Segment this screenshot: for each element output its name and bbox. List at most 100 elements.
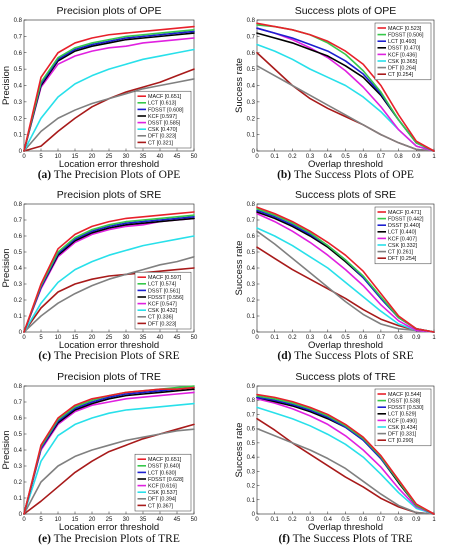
x-tick-label: 45	[174, 335, 181, 341]
caption-text: The Success Plots of SRE	[294, 350, 413, 362]
legend-entry: FDSST [0.556]	[148, 295, 184, 301]
series-line	[23, 78, 195, 152]
y-axis-label: Success rate	[234, 241, 245, 296]
legend-entry: CSK [0.365]	[388, 59, 418, 65]
figure-caption: (c) The Precision Plots of SRE	[38, 350, 179, 362]
y-tick-label: 0.6	[14, 234, 23, 240]
caption-text: The Success Plots of OPE	[294, 169, 414, 181]
x-tick-label: 0	[22, 335, 26, 341]
figure-caption: (f) The Success Plots of TRE	[278, 533, 412, 545]
x-tick-label: 0.7	[377, 154, 386, 160]
y-tick-label: 0.4	[247, 266, 256, 272]
legend-box	[374, 206, 432, 265]
caption-label: (d)	[277, 350, 291, 362]
legend-box	[134, 271, 192, 330]
x-axis-label: Overlap threshold	[308, 159, 383, 170]
x-tick-label: 50	[191, 154, 198, 160]
legend-entry: CT [0.336]	[148, 315, 174, 321]
chart-title: Success plots of SRE	[295, 189, 396, 201]
y-tick-label: 0.4	[247, 84, 256, 90]
x-tick-label: 10	[55, 154, 62, 160]
y-tick-label: 0.6	[247, 51, 256, 57]
series-line	[23, 30, 195, 152]
caption-label: (b)	[277, 169, 291, 181]
series-line	[256, 22, 435, 152]
x-tick-label: 0.3	[306, 154, 315, 160]
series-line	[256, 65, 435, 152]
x-tick-label: 25	[106, 154, 113, 160]
x-tick-label: 0.5	[341, 335, 350, 341]
y-tick-label: 0.4	[14, 266, 23, 272]
series-line	[256, 206, 435, 333]
series-line	[256, 393, 435, 515]
chart-title: Precision plots of SRE	[57, 189, 161, 201]
legend-entry: LCT [0.574]	[148, 282, 177, 288]
y-tick-label: 0.7	[247, 34, 256, 40]
y-tick-label: 0.7	[247, 412, 256, 418]
x-tick-label: 50	[191, 517, 198, 523]
y-tick-label: 0.3	[14, 464, 23, 470]
x-tick-label: 0.6	[359, 517, 368, 523]
y-tick-label: 0.2	[14, 298, 23, 304]
x-tick-label: 0	[255, 517, 259, 523]
y-tick-label: 0.8	[247, 18, 256, 24]
x-tick-label: 30	[123, 517, 130, 523]
series-line	[23, 32, 195, 152]
y-tick-label: 0.2	[14, 116, 23, 122]
legend-entry: KCF [0.616]	[148, 484, 177, 490]
chart-panel-e: Precision plots of TRE 0 5 10 15 20 25 30 35 40 45…	[1, 371, 198, 545]
legend-entry: DSST [0.585]	[148, 121, 181, 127]
y-axis-label: Precision	[1, 430, 12, 469]
y-tick-label: 0.3	[14, 100, 23, 106]
y-tick-label: 0	[252, 149, 256, 155]
x-tick-label: 0	[255, 154, 259, 160]
legend-entry: CSK [0.432]	[148, 308, 178, 314]
y-tick-label: 0	[252, 330, 256, 336]
legend-entry: CSK [0.332]	[388, 243, 418, 249]
legend-entry: CT [0.261]	[388, 250, 414, 256]
legend-entry: CSK [0.470]	[148, 127, 178, 133]
legend-entry: KCF [0.490]	[388, 418, 417, 424]
y-tick-label: 0.7	[14, 34, 23, 40]
legend-entry: LCT [0.529]	[388, 412, 417, 418]
x-tick-label: 15	[72, 517, 79, 523]
legend-entry: DFT [0.254]	[388, 256, 417, 262]
legend-entry: DSST [0.470]	[388, 46, 421, 52]
legend-entry: FDSST [0.628]	[148, 477, 184, 483]
x-tick-label: 0.7	[377, 335, 386, 341]
y-tick-label: 0.8	[14, 202, 23, 208]
legend-box	[134, 90, 192, 149]
y-tick-label: 0.1	[247, 133, 256, 139]
legend-entry: KCF [0.407]	[388, 236, 417, 242]
series-line	[23, 48, 195, 152]
x-tick-label: 0.2	[288, 335, 297, 341]
y-tick-label: 0.2	[247, 116, 256, 122]
series-line	[256, 417, 435, 515]
legend-entry: MACF [0.597]	[148, 275, 182, 281]
y-tick-label: 0	[19, 512, 23, 518]
y-tick-label: 0.5	[247, 250, 256, 256]
chart-panel-c: Precision plots of SRE 0 5 10 15 20 25 30 35 40 45…	[1, 189, 198, 362]
legend-entry: FDSST [0.442]	[388, 217, 424, 223]
x-tick-label: 25	[106, 335, 113, 341]
y-tick-label: 0.2	[247, 298, 256, 304]
x-tick-label: 35	[140, 335, 147, 341]
legend-entry: CT [0.321]	[148, 140, 174, 146]
x-tick-label: 40	[157, 517, 164, 523]
x-tick-label: 0.9	[412, 517, 421, 523]
y-tick-label: 0.7	[14, 218, 23, 224]
chart-panel-a: Precision plots of OPE 0 5 10 15 20 25 30 35 40 45…	[1, 5, 198, 181]
x-tick-label: 35	[140, 517, 147, 523]
legend-box	[374, 22, 432, 81]
x-tick-label: 20	[89, 517, 96, 523]
x-tick-label: 5	[39, 517, 43, 523]
x-tick-label: 50	[191, 335, 198, 341]
caption-text: The Success Plots of TRE	[293, 533, 413, 545]
y-tick-label: 0.8	[247, 398, 256, 404]
y-tick-label: 0.8	[247, 202, 256, 208]
series-line	[256, 212, 435, 333]
legend-box	[134, 453, 192, 512]
caption-text: The Precision Plots of TRE	[54, 533, 180, 545]
y-tick-label: 0.4	[14, 84, 23, 90]
